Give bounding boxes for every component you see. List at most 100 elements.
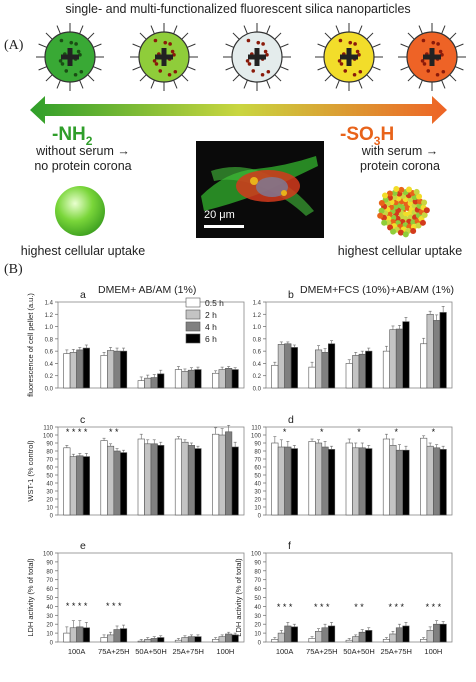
nanoparticle-4 [315, 23, 383, 91]
bar-a-4-4 [194, 369, 202, 389]
section-label-a: (A) [4, 38, 24, 53]
bar-e-2-4 [120, 628, 128, 643]
corona-particle-image [377, 185, 430, 238]
surface-ligand [225, 43, 236, 49]
cross-marker [67, 48, 73, 66]
y-tick-label: 20 [254, 498, 261, 504]
bar-a-3-1 [137, 380, 145, 389]
x-tick-label: 100A [68, 647, 86, 656]
surface-ligand [365, 73, 374, 82]
y-tick-label: 90 [46, 560, 53, 566]
y-tick-label: 1.4 [45, 301, 54, 307]
surface-ligand [132, 43, 143, 49]
bar-b-1-1 [271, 364, 279, 389]
bar-d-5-4 [439, 449, 447, 516]
corona-protein-dot [392, 203, 399, 210]
bar-c-5-1 [212, 433, 220, 516]
dye-dot [172, 53, 176, 57]
surface-ligand [365, 32, 374, 41]
bar-d-1-2 [277, 446, 285, 516]
bar-d-2-4 [327, 449, 336, 516]
y-tick-label: 0.6 [253, 350, 262, 356]
y-tick-label: 0.4 [45, 362, 54, 368]
y-tick-label: 50 [254, 596, 261, 602]
bar-b-5-1 [420, 343, 428, 389]
y-tick-label: 100 [43, 434, 54, 440]
surface-ligand [86, 32, 95, 41]
bar-f-2-4 [327, 625, 336, 643]
surface-ligand [273, 73, 282, 82]
bar-b-4-4 [402, 321, 410, 389]
y-tick-label: 60 [46, 587, 53, 593]
surface-ligand [335, 78, 341, 89]
bar-f-4-3 [395, 627, 404, 643]
dye-dot [163, 40, 168, 45]
surface-ligand [370, 43, 381, 49]
surface-ligand [317, 65, 328, 71]
panel-title-right: DMEM+FCS (10%)+AB/AM (1%) [300, 284, 455, 296]
dye-dot [338, 38, 343, 43]
bar-e-1-4 [82, 627, 90, 643]
bar-a-2-4 [120, 350, 128, 389]
y-tick-label: 80 [254, 569, 261, 575]
surface-ligand [357, 78, 363, 89]
surface-ligand [400, 65, 411, 71]
y-tick-label: 50 [254, 474, 261, 480]
y-tick-label: 1.0 [253, 325, 262, 331]
bar-f-3-4 [365, 630, 373, 643]
chart-panel-e: e 0 10 20 30 40 50 60 70 80 90 100 LDH activity (% o… [26, 540, 245, 656]
y-axis-label: fluorescence of cell pellet (a.u.) [26, 293, 35, 397]
significance-marker: * [283, 427, 287, 437]
cross-marker [161, 48, 167, 66]
bar-c-3-4 [157, 445, 165, 516]
significance-marker: * * * [426, 602, 442, 612]
panel-letter: f [288, 540, 291, 552]
chart-panel-a: a 0.0 0.2 0.4 0.6 0.8 1.0 1.2 1.4 fluorescence of… [26, 289, 245, 397]
so3h-description: with serum → protein corona [360, 144, 440, 173]
bar-e-5-2 [218, 636, 226, 643]
y-tick-label: 110 [43, 426, 53, 432]
bar-c-2-3 [113, 450, 121, 516]
bar-d-4-4 [402, 449, 410, 516]
bar-f-3-2 [352, 636, 360, 643]
bar-b-1-4 [290, 347, 298, 389]
dye-dot [438, 49, 443, 54]
bar-a-3-3 [150, 377, 158, 389]
bar-e-1-3 [76, 626, 84, 643]
surface-ligand [407, 73, 416, 82]
y-axis-label: WST-1 (% control) [26, 440, 35, 502]
y-tick-label: 70 [46, 458, 53, 464]
bar-b-2-4 [327, 343, 336, 389]
dye-dot [173, 69, 178, 74]
surface-ligand [440, 25, 446, 36]
bar-f-2-3 [321, 627, 329, 643]
surface-ligand [172, 25, 178, 36]
y-tick-label: 70 [254, 458, 261, 464]
bar-a-5-1 [212, 372, 220, 389]
x-tick-label: 25A+75H [380, 647, 411, 656]
bar-c-1-3 [76, 455, 84, 516]
bar-a-5-3 [225, 368, 233, 389]
surface-ligand [370, 65, 381, 71]
bar-c-5-3 [225, 431, 233, 516]
dye-dot [251, 69, 256, 73]
nh2-uptake-label: highest cellular uptake [20, 244, 146, 258]
surface-ligand [172, 78, 178, 89]
surface-ligand [180, 73, 189, 82]
bar-e-5-1 [212, 639, 220, 643]
panel-letter: d [288, 414, 294, 426]
y-tick-label: 0.6 [45, 350, 54, 356]
scale-bar-label: 20 μm [204, 209, 235, 221]
surface-ligand [78, 78, 84, 89]
bar-a-2-1 [100, 355, 108, 389]
bar-c-4-3 [187, 445, 195, 516]
nh2-description: without serum → no protein corona [34, 144, 132, 173]
bar-a-1-1 [63, 353, 71, 389]
dye-dot [74, 42, 78, 46]
dye-dot [420, 59, 425, 63]
significance-marker: * * * [314, 602, 330, 612]
bar-d-4-3 [395, 449, 404, 516]
corona-protein-dot [398, 186, 405, 193]
bar-e-3-1 [137, 640, 145, 643]
legend-swatch [185, 309, 201, 320]
